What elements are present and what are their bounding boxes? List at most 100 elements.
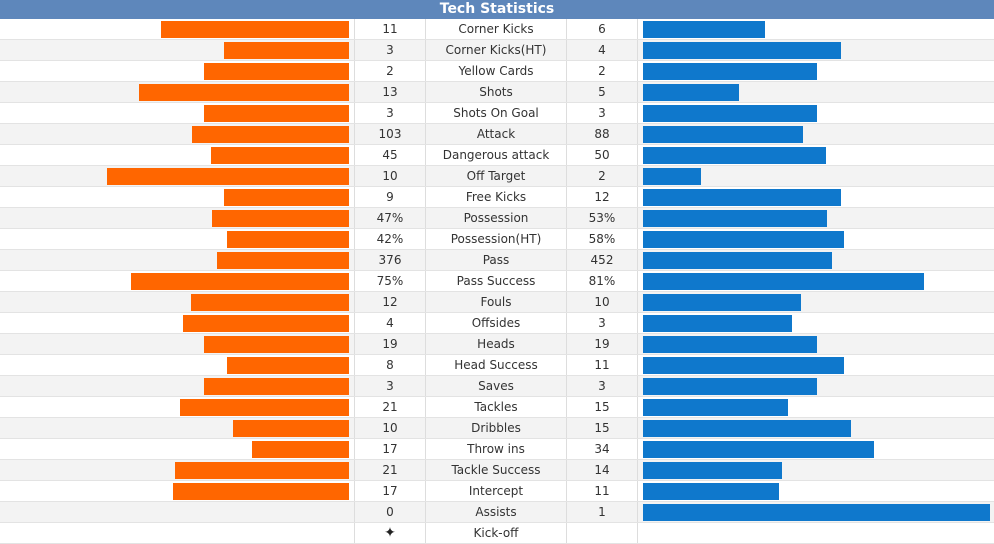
home-bar-cell — [0, 271, 355, 291]
stat-name: Attack — [426, 124, 567, 144]
stat-name: Pass — [426, 250, 567, 270]
away-bar — [643, 147, 826, 164]
home-value: 21 — [355, 460, 426, 480]
stat-row: 47% Possession 53% — [0, 208, 994, 229]
away-value: 2 — [567, 166, 638, 186]
home-bar — [191, 294, 349, 311]
away-value: 19 — [567, 334, 638, 354]
stat-name: Shots — [426, 82, 567, 102]
away-bar — [643, 126, 803, 143]
stat-row: 12 Fouls 10 — [0, 292, 994, 313]
home-bar-cell — [0, 313, 355, 333]
away-value: 2 — [567, 61, 638, 81]
home-bar — [233, 420, 349, 437]
away-bar-cell — [638, 334, 994, 354]
away-value: 5 — [567, 82, 638, 102]
away-value: 14 — [567, 460, 638, 480]
away-bar — [643, 189, 841, 206]
away-value: 81% — [567, 271, 638, 291]
home-value: 0 — [355, 502, 426, 522]
home-value: 17 — [355, 439, 426, 459]
stat-row: 3 Shots On Goal 3 — [0, 103, 994, 124]
away-bar — [643, 378, 817, 395]
away-value: 11 — [567, 481, 638, 501]
away-bar-cell — [638, 502, 994, 522]
away-value: 452 — [567, 250, 638, 270]
away-bar — [643, 336, 817, 353]
stat-name: Intercept — [426, 481, 567, 501]
home-bar-cell — [0, 103, 355, 123]
away-bar — [643, 63, 817, 80]
home-bar — [180, 399, 349, 416]
home-bar-cell — [0, 376, 355, 396]
stat-row: 2 Yellow Cards 2 — [0, 61, 994, 82]
away-bar-cell — [638, 124, 994, 144]
away-bar — [643, 21, 765, 38]
stat-name: Fouls — [426, 292, 567, 312]
home-bar — [204, 63, 349, 80]
away-value — [567, 523, 638, 543]
stat-row: 3 Saves 3 — [0, 376, 994, 397]
home-value: 12 — [355, 292, 426, 312]
away-bar-cell — [638, 103, 994, 123]
away-bar-cell — [638, 460, 994, 480]
away-bar-cell — [638, 376, 994, 396]
away-bar — [643, 294, 801, 311]
away-value: 3 — [567, 376, 638, 396]
stat-row: 376 Pass 452 — [0, 250, 994, 271]
away-bar-cell — [638, 82, 994, 102]
home-bar-cell — [0, 502, 355, 522]
stat-row: 10 Off Target 2 — [0, 166, 994, 187]
stat-row: 3 Corner Kicks(HT) 4 — [0, 40, 994, 61]
away-value: 3 — [567, 313, 638, 333]
kickoff-ball-icon: ✦ — [384, 525, 396, 541]
home-bar — [107, 168, 349, 185]
away-bar — [643, 441, 874, 458]
home-bar — [175, 462, 349, 479]
away-value: 50 — [567, 145, 638, 165]
home-bar-cell — [0, 523, 355, 543]
home-bar-cell — [0, 61, 355, 81]
stat-name: Throw ins — [426, 439, 567, 459]
home-value: 3 — [355, 103, 426, 123]
stat-row: ✦ Kick-off — [0, 523, 994, 544]
home-value: 21 — [355, 397, 426, 417]
home-bar — [183, 315, 349, 332]
home-bar — [131, 273, 349, 290]
away-bar — [643, 462, 782, 479]
stat-row: 8 Head Success 11 — [0, 355, 994, 376]
away-bar — [643, 210, 827, 227]
home-value: 8 — [355, 355, 426, 375]
home-value: 75% — [355, 271, 426, 291]
home-bar — [211, 147, 349, 164]
away-value: 1 — [567, 502, 638, 522]
stat-row: 42% Possession(HT) 58% — [0, 229, 994, 250]
home-bar-cell — [0, 82, 355, 102]
stat-row: 13 Shots 5 — [0, 82, 994, 103]
home-bar-cell — [0, 439, 355, 459]
away-bar-cell — [638, 19, 994, 39]
home-value: 9 — [355, 187, 426, 207]
away-value: 88 — [567, 124, 638, 144]
home-value: ✦ — [355, 523, 426, 543]
home-value: 11 — [355, 19, 426, 39]
stat-name: Tackles — [426, 397, 567, 417]
away-bar-cell — [638, 229, 994, 249]
away-bar — [643, 42, 841, 59]
home-value: 13 — [355, 82, 426, 102]
stat-name: Saves — [426, 376, 567, 396]
stat-name: Heads — [426, 334, 567, 354]
stat-name: Tackle Success — [426, 460, 567, 480]
away-value: 6 — [567, 19, 638, 39]
stat-row: 11 Corner Kicks 6 — [0, 19, 994, 40]
home-value: 2 — [355, 61, 426, 81]
away-bar-cell — [638, 61, 994, 81]
home-bar-cell — [0, 292, 355, 312]
stat-row: 17 Intercept 11 — [0, 481, 994, 502]
away-bar — [643, 420, 851, 437]
stat-name: Pass Success — [426, 271, 567, 291]
away-bar — [643, 357, 844, 374]
away-bar — [643, 315, 792, 332]
away-bar-cell — [638, 397, 994, 417]
